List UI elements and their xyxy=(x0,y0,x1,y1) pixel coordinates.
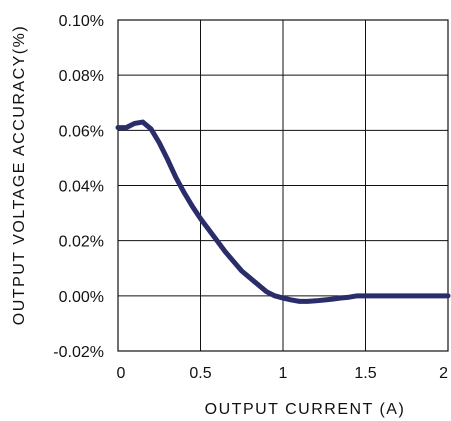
x-tick-labels: 0 0.5 1 1.5 2 xyxy=(117,365,449,382)
y-tick-label: 0.02% xyxy=(59,234,104,251)
x-axis-title: OUTPUT CURRENT (A) xyxy=(205,401,406,418)
y-tick-label: -0.02% xyxy=(53,344,104,361)
x-tick-label: 1.5 xyxy=(354,365,376,382)
x-tick-label: 0 xyxy=(117,365,126,382)
x-tick-label: 1 xyxy=(279,365,288,382)
series-line-1 xyxy=(115,119,451,304)
y-tick-label: 0.06% xyxy=(59,123,104,140)
y-axis-title: OUTPUT VOLTAGE ACCURACY(%) xyxy=(11,25,28,325)
y-tick-label: 0.08% xyxy=(59,68,104,85)
y-tick-labels: -0.02% 0.00% 0.02% 0.04% 0.06% 0.08% 0.10% xyxy=(53,13,104,361)
gridlines xyxy=(118,20,448,351)
y-tick-label: 0.10% xyxy=(59,13,104,30)
series-layer xyxy=(115,119,451,304)
y-tick-label: 0.00% xyxy=(59,289,104,306)
x-tick-label: 0.5 xyxy=(189,365,211,382)
x-tick-label: 2 xyxy=(439,365,448,382)
plot-area-frame xyxy=(117,19,449,352)
y-tick-label: 0.04% xyxy=(59,179,104,196)
